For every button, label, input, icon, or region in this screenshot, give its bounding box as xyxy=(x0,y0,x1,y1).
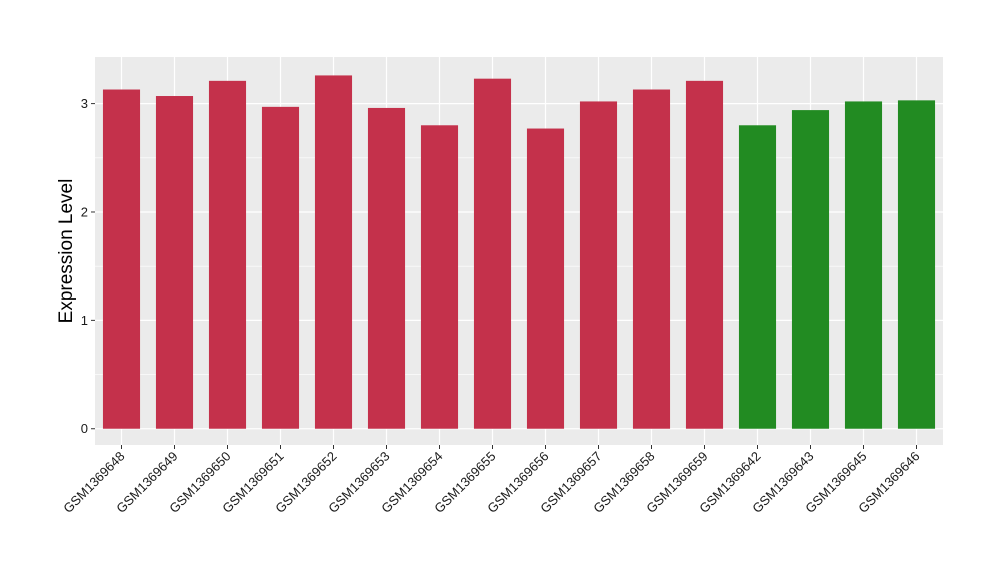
bar-GSM1369645 xyxy=(844,101,883,429)
bar-GSM1369655 xyxy=(473,78,512,429)
x-axis: GSM1369648GSM1369649GSM1369650GSM1369651… xyxy=(60,445,923,516)
bar-GSM1369654 xyxy=(420,125,459,429)
bar-GSM1369657 xyxy=(579,101,618,429)
y-tick-label: 0 xyxy=(81,421,88,436)
y-axis-title: Expression Level xyxy=(56,179,77,324)
bar-GSM1369642 xyxy=(738,125,777,429)
bar-GSM1369646 xyxy=(897,100,936,429)
bar-GSM1369643 xyxy=(791,110,830,429)
y-axis: 0 1 2 3 xyxy=(81,96,95,436)
bar-GSM1369658 xyxy=(632,89,671,429)
y-tick-label: 2 xyxy=(81,204,88,219)
y-tick-label: 1 xyxy=(81,313,88,328)
bar-GSM1369651 xyxy=(261,106,300,429)
bar-GSM1369652 xyxy=(314,75,353,429)
bar-GSM1369656 xyxy=(526,128,565,429)
bar-GSM1369648 xyxy=(102,89,141,429)
bar-GSM1369649 xyxy=(155,96,194,429)
bars xyxy=(102,75,936,429)
bar-GSM1369653 xyxy=(367,107,406,429)
y-tick-label: 3 xyxy=(81,96,88,111)
bar-GSM1369650 xyxy=(208,80,247,429)
bar-GSM1369659 xyxy=(685,80,724,429)
